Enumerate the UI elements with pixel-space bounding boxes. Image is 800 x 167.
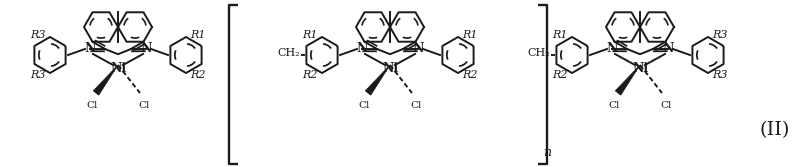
- Text: Cl: Cl: [660, 101, 672, 110]
- Text: R1: R1: [552, 30, 568, 40]
- Text: Ni: Ni: [110, 62, 126, 75]
- Text: N: N: [140, 42, 152, 55]
- Polygon shape: [94, 65, 118, 95]
- Text: N: N: [412, 42, 424, 55]
- Text: Cl: Cl: [358, 101, 370, 110]
- Text: (II): (II): [760, 121, 790, 139]
- Text: Cl: Cl: [608, 101, 620, 110]
- Text: R2: R2: [552, 70, 568, 80]
- Text: R1: R1: [462, 30, 478, 40]
- Text: CH₂: CH₂: [278, 48, 300, 58]
- Text: R3: R3: [712, 70, 728, 80]
- Text: N: N: [662, 42, 674, 55]
- Text: N: N: [606, 42, 618, 55]
- Text: n: n: [543, 146, 551, 159]
- Text: R3: R3: [30, 70, 46, 80]
- Text: N: N: [356, 42, 368, 55]
- Text: R2: R2: [462, 70, 478, 80]
- Text: R3: R3: [30, 30, 46, 40]
- Text: R1: R1: [302, 30, 318, 40]
- Text: Cl: Cl: [86, 101, 98, 110]
- Polygon shape: [615, 65, 640, 95]
- Text: R3: R3: [712, 30, 728, 40]
- Text: Cl: Cl: [138, 101, 150, 110]
- Text: R2: R2: [302, 70, 318, 80]
- Text: Ni: Ni: [632, 62, 648, 75]
- Polygon shape: [366, 65, 390, 95]
- Text: R1: R1: [190, 30, 206, 40]
- Text: Ni: Ni: [382, 62, 398, 75]
- Text: Cl: Cl: [410, 101, 422, 110]
- Text: R2: R2: [190, 70, 206, 80]
- Text: CH₂: CH₂: [527, 48, 550, 58]
- Text: N: N: [84, 42, 96, 55]
